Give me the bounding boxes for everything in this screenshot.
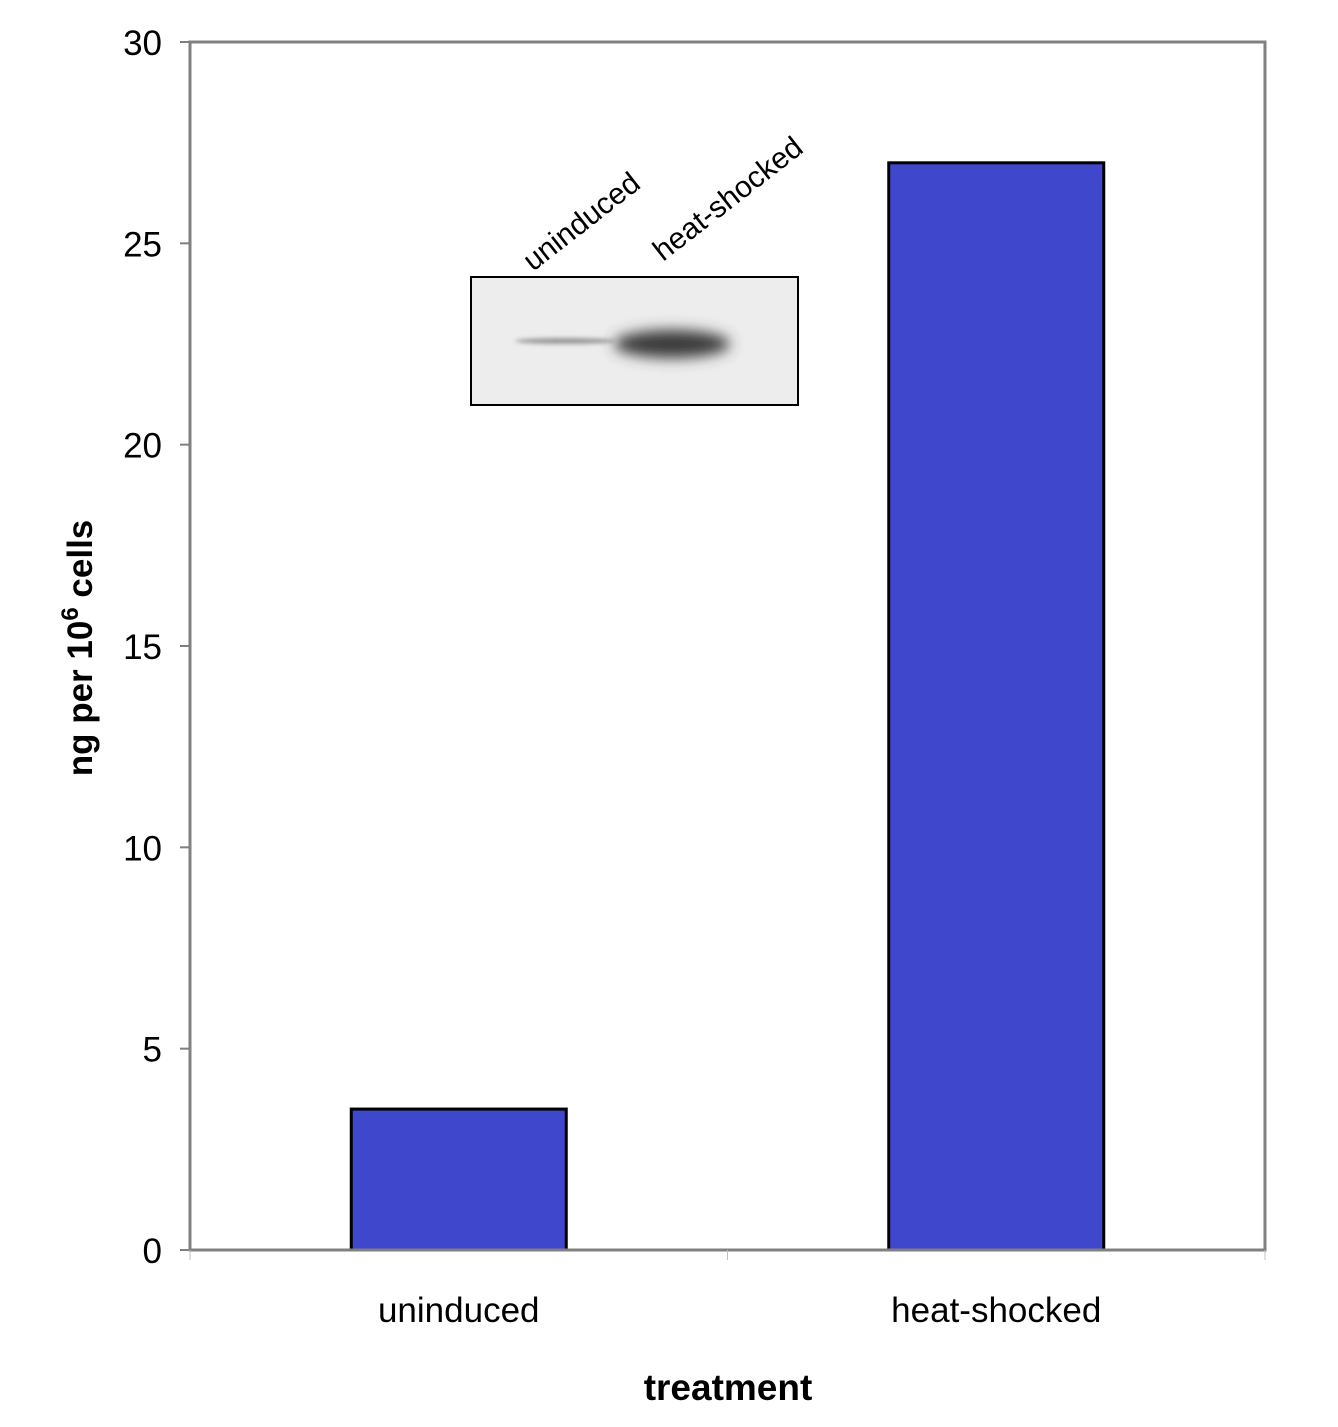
bar-heat-shocked [887, 161, 1106, 1252]
y-axis-label-superscript: 6 [57, 607, 84, 620]
y-tick-label: 5 [143, 1031, 162, 1070]
x-axis-label: treatment [644, 1367, 813, 1408]
y-axis-label-prefix: ng per 10 [61, 621, 100, 777]
bar-uninduced [349, 1107, 568, 1252]
y-tick-label: 20 [123, 427, 162, 466]
y-tick-label: 30 [123, 24, 162, 63]
y-tick-label: 10 [123, 829, 162, 868]
x-tick-label: uninduced [378, 1291, 540, 1330]
y-tick-label: 25 [123, 225, 162, 264]
x-tick-label: heat-shocked [891, 1291, 1101, 1330]
y-axis-label: ng per 106 cells [57, 520, 100, 777]
blot-band-heat-shocked [614, 330, 730, 358]
y-tick-label: 15 [123, 628, 162, 667]
y-tick-label: 0 [143, 1232, 162, 1271]
y-axis-label-suffix: cells [61, 520, 100, 608]
blot-band-uninduced [515, 338, 615, 344]
